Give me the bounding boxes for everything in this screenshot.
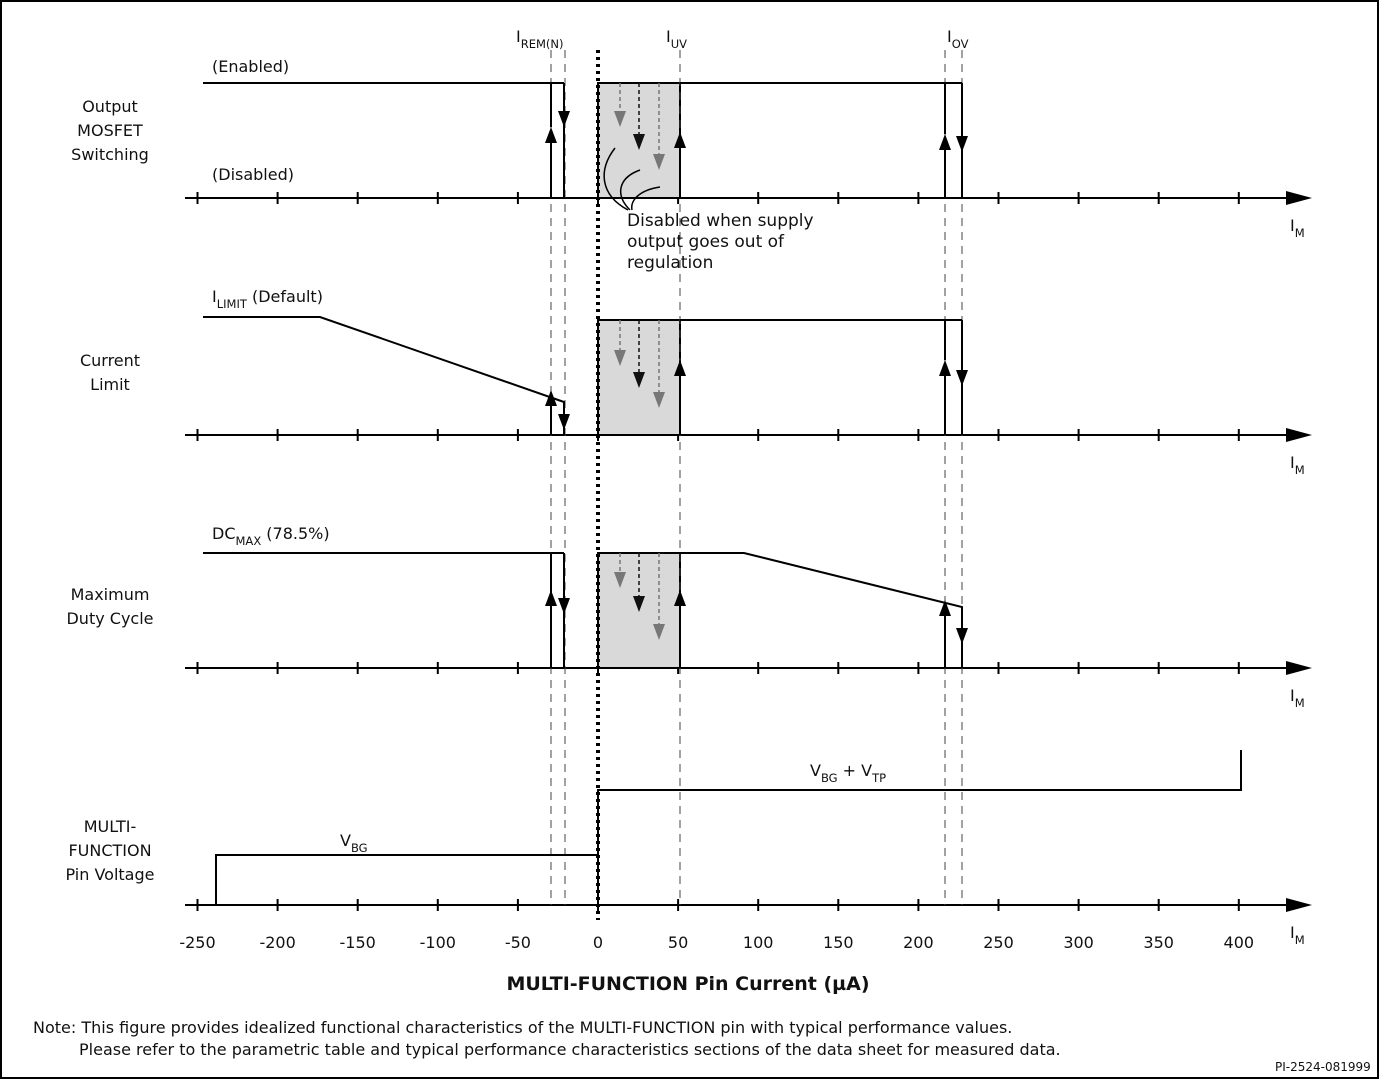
mosfet-ov-rise-arrow-head xyxy=(939,134,951,150)
panel-label-mosfet: Output xyxy=(82,97,138,116)
panel-label-pin-voltage: Pin Voltage xyxy=(66,865,155,884)
axis-tick-label: -250 xyxy=(179,933,215,952)
threshold-label-iuv: IUV xyxy=(666,27,687,51)
axis-tick-label: -150 xyxy=(340,933,376,952)
axis-arrow-3 xyxy=(1286,661,1312,675)
axis-arrow-4 xyxy=(1286,898,1312,912)
axis-arrow-1 xyxy=(1286,191,1312,205)
axis-symbol-im: IM xyxy=(1290,923,1305,947)
axis-tick-label: 250 xyxy=(983,933,1014,952)
axis-symbol-im: IM xyxy=(1290,216,1305,240)
dcmax-rise-arrow-head xyxy=(545,590,557,606)
panel-label-mosfet: MOSFET xyxy=(77,121,143,140)
mosfet-fall-arrow-head xyxy=(558,111,570,127)
callout-text: Disabled when supply xyxy=(627,211,814,231)
ilimit-fall-arrow-head xyxy=(558,414,570,430)
threshold-label-irem: IREM(N) xyxy=(516,27,564,51)
axis-symbol-im: IM xyxy=(1290,686,1305,710)
mosfet-ov-fall-arrow-head xyxy=(956,136,968,152)
note-line-2: Please refer to the parametric table and… xyxy=(79,1040,1061,1059)
note-line-1: Note: This figure provides idealized fun… xyxy=(33,1018,1012,1037)
mosfet-rise-arrow-head xyxy=(545,127,557,143)
vbg-vtp-level-line xyxy=(598,750,1241,905)
callout-text: output goes out of xyxy=(627,232,785,252)
axis-tick-label: 300 xyxy=(1063,933,1094,952)
callout-text: regulation xyxy=(627,253,713,273)
panel-label-duty-cycle: Duty Cycle xyxy=(66,609,153,628)
vbg-level-line xyxy=(216,855,598,905)
axis-tick-label: 0 xyxy=(593,933,603,952)
ilimit-ov-rise-arrow-head xyxy=(939,360,951,376)
threshold-label-iov: IOV xyxy=(947,27,969,51)
dcmax-curve-right xyxy=(680,553,962,668)
mosfet-disabled-label: (Disabled) xyxy=(212,165,294,184)
axis-tick-label: -50 xyxy=(505,933,531,952)
dcmax-ov-fall-arrow-head xyxy=(956,628,968,644)
axis-symbol-im: IM xyxy=(1290,453,1305,477)
ilimit-curve-left xyxy=(203,317,564,435)
axis-tick-label: 150 xyxy=(823,933,854,952)
figure-id: PI-2524-081999 xyxy=(1275,1060,1371,1074)
axis-tick-label: -100 xyxy=(420,933,456,952)
panel-label-duty-cycle: Maximum xyxy=(71,585,150,604)
panel-label-current-limit: Current xyxy=(80,351,140,370)
vbg-vtp-label: VBG + VTP xyxy=(810,761,886,785)
ilimit-ov-fall-arrow-head xyxy=(956,370,968,386)
axis-tick-label: 350 xyxy=(1143,933,1174,952)
axis-title: MULTI-FUNCTION Pin Current (µA) xyxy=(506,973,869,995)
dcmax-label: DCMAX (78.5%) xyxy=(212,524,330,548)
panel-label-pin-voltage: FUNCTION xyxy=(68,841,151,860)
ilimit-default-label: ILIMIT (Default) xyxy=(212,287,323,311)
panel-label-current-limit: Limit xyxy=(90,375,130,394)
vbg-label: VBG xyxy=(340,831,368,855)
panel-label-pin-voltage: MULTI- xyxy=(84,817,137,836)
dcmax-fall-arrow-head xyxy=(558,598,570,614)
axis-arrow-2 xyxy=(1286,428,1312,442)
axis-tick-label: 200 xyxy=(903,933,934,952)
panel-label-mosfet: Switching xyxy=(71,145,149,164)
mosfet-enabled-label: (Enabled) xyxy=(212,57,289,76)
axis-tick-label: 400 xyxy=(1224,933,1255,952)
axis-tick-label: 100 xyxy=(743,933,774,952)
axis-tick-label: -200 xyxy=(259,933,295,952)
axis-tick-label: 50 xyxy=(668,933,688,952)
